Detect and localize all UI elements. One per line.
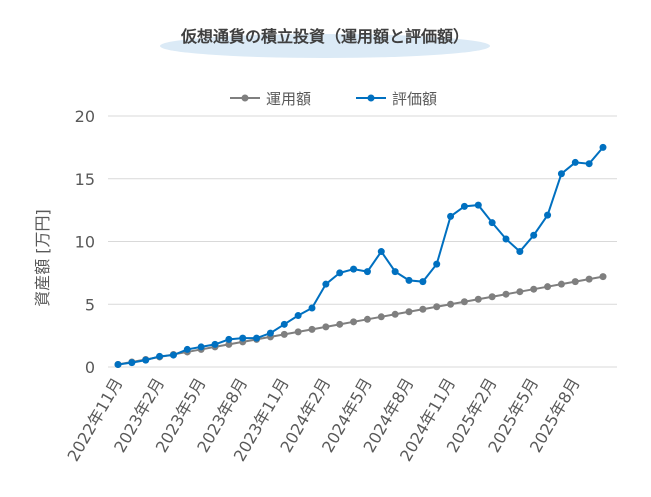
data-point	[419, 278, 427, 286]
y-tick-label: 0	[85, 358, 95, 377]
data-point	[336, 320, 344, 328]
data-point	[447, 212, 455, 220]
data-point	[197, 343, 205, 351]
data-point	[142, 356, 150, 364]
data-point	[308, 325, 316, 333]
data-point	[557, 170, 565, 178]
data-point	[377, 313, 385, 321]
data-point	[336, 269, 344, 277]
data-point	[391, 268, 399, 276]
data-point	[530, 285, 538, 293]
data-point	[294, 312, 302, 320]
data-point	[183, 345, 191, 353]
data-point	[460, 298, 468, 306]
data-point	[502, 235, 510, 243]
data-point	[405, 308, 413, 316]
legend-marker	[241, 94, 249, 102]
data-point	[169, 351, 177, 359]
data-point	[447, 300, 455, 308]
data-point	[557, 280, 565, 288]
data-point	[294, 328, 302, 336]
data-point	[128, 359, 136, 367]
data-point	[253, 334, 261, 342]
data-point	[322, 280, 330, 288]
data-point	[488, 293, 496, 301]
data-point	[377, 248, 385, 256]
data-point	[433, 260, 441, 268]
data-point	[516, 288, 524, 296]
data-point	[280, 320, 288, 328]
series-line	[117, 146, 604, 366]
data-point	[363, 268, 371, 276]
data-point	[585, 275, 593, 283]
data-point	[488, 219, 496, 227]
data-point	[419, 305, 427, 313]
data-point	[599, 143, 607, 151]
data-point	[363, 315, 371, 323]
data-point	[156, 352, 164, 360]
data-point	[114, 360, 122, 368]
y-axis-label: 資産額 [万円]	[33, 209, 52, 307]
data-point	[211, 340, 219, 348]
data-point	[585, 160, 593, 168]
y-tick-label: 15	[75, 170, 95, 189]
y-tick-label: 10	[75, 233, 95, 252]
data-point	[322, 323, 330, 331]
data-point	[239, 334, 247, 342]
legend-marker	[367, 94, 375, 102]
y-tick-label: 5	[85, 295, 95, 314]
chart-title: 仮想通貨の積立投資（運用額と評価額）	[180, 27, 469, 46]
legend-label: 評価額	[392, 90, 437, 108]
data-point	[516, 248, 524, 256]
data-point	[405, 276, 413, 284]
data-point	[350, 318, 358, 326]
data-point	[225, 335, 233, 343]
data-point	[474, 295, 482, 303]
data-point	[225, 340, 233, 348]
data-point	[280, 330, 288, 338]
data-point	[544, 211, 552, 219]
data-point	[391, 310, 399, 318]
data-point	[544, 283, 552, 291]
y-tick-label: 20	[75, 107, 95, 126]
data-point	[571, 278, 579, 286]
data-point	[266, 329, 274, 337]
data-point	[599, 273, 607, 281]
series-line	[117, 275, 604, 366]
title-highlight	[160, 34, 490, 58]
data-point	[460, 202, 468, 210]
data-point	[530, 231, 538, 239]
legend-label: 運用額	[266, 90, 311, 108]
data-point	[350, 265, 358, 273]
data-point	[474, 201, 482, 209]
data-point	[433, 303, 441, 311]
data-point	[571, 158, 579, 166]
data-point	[308, 304, 316, 312]
data-point	[502, 290, 510, 298]
